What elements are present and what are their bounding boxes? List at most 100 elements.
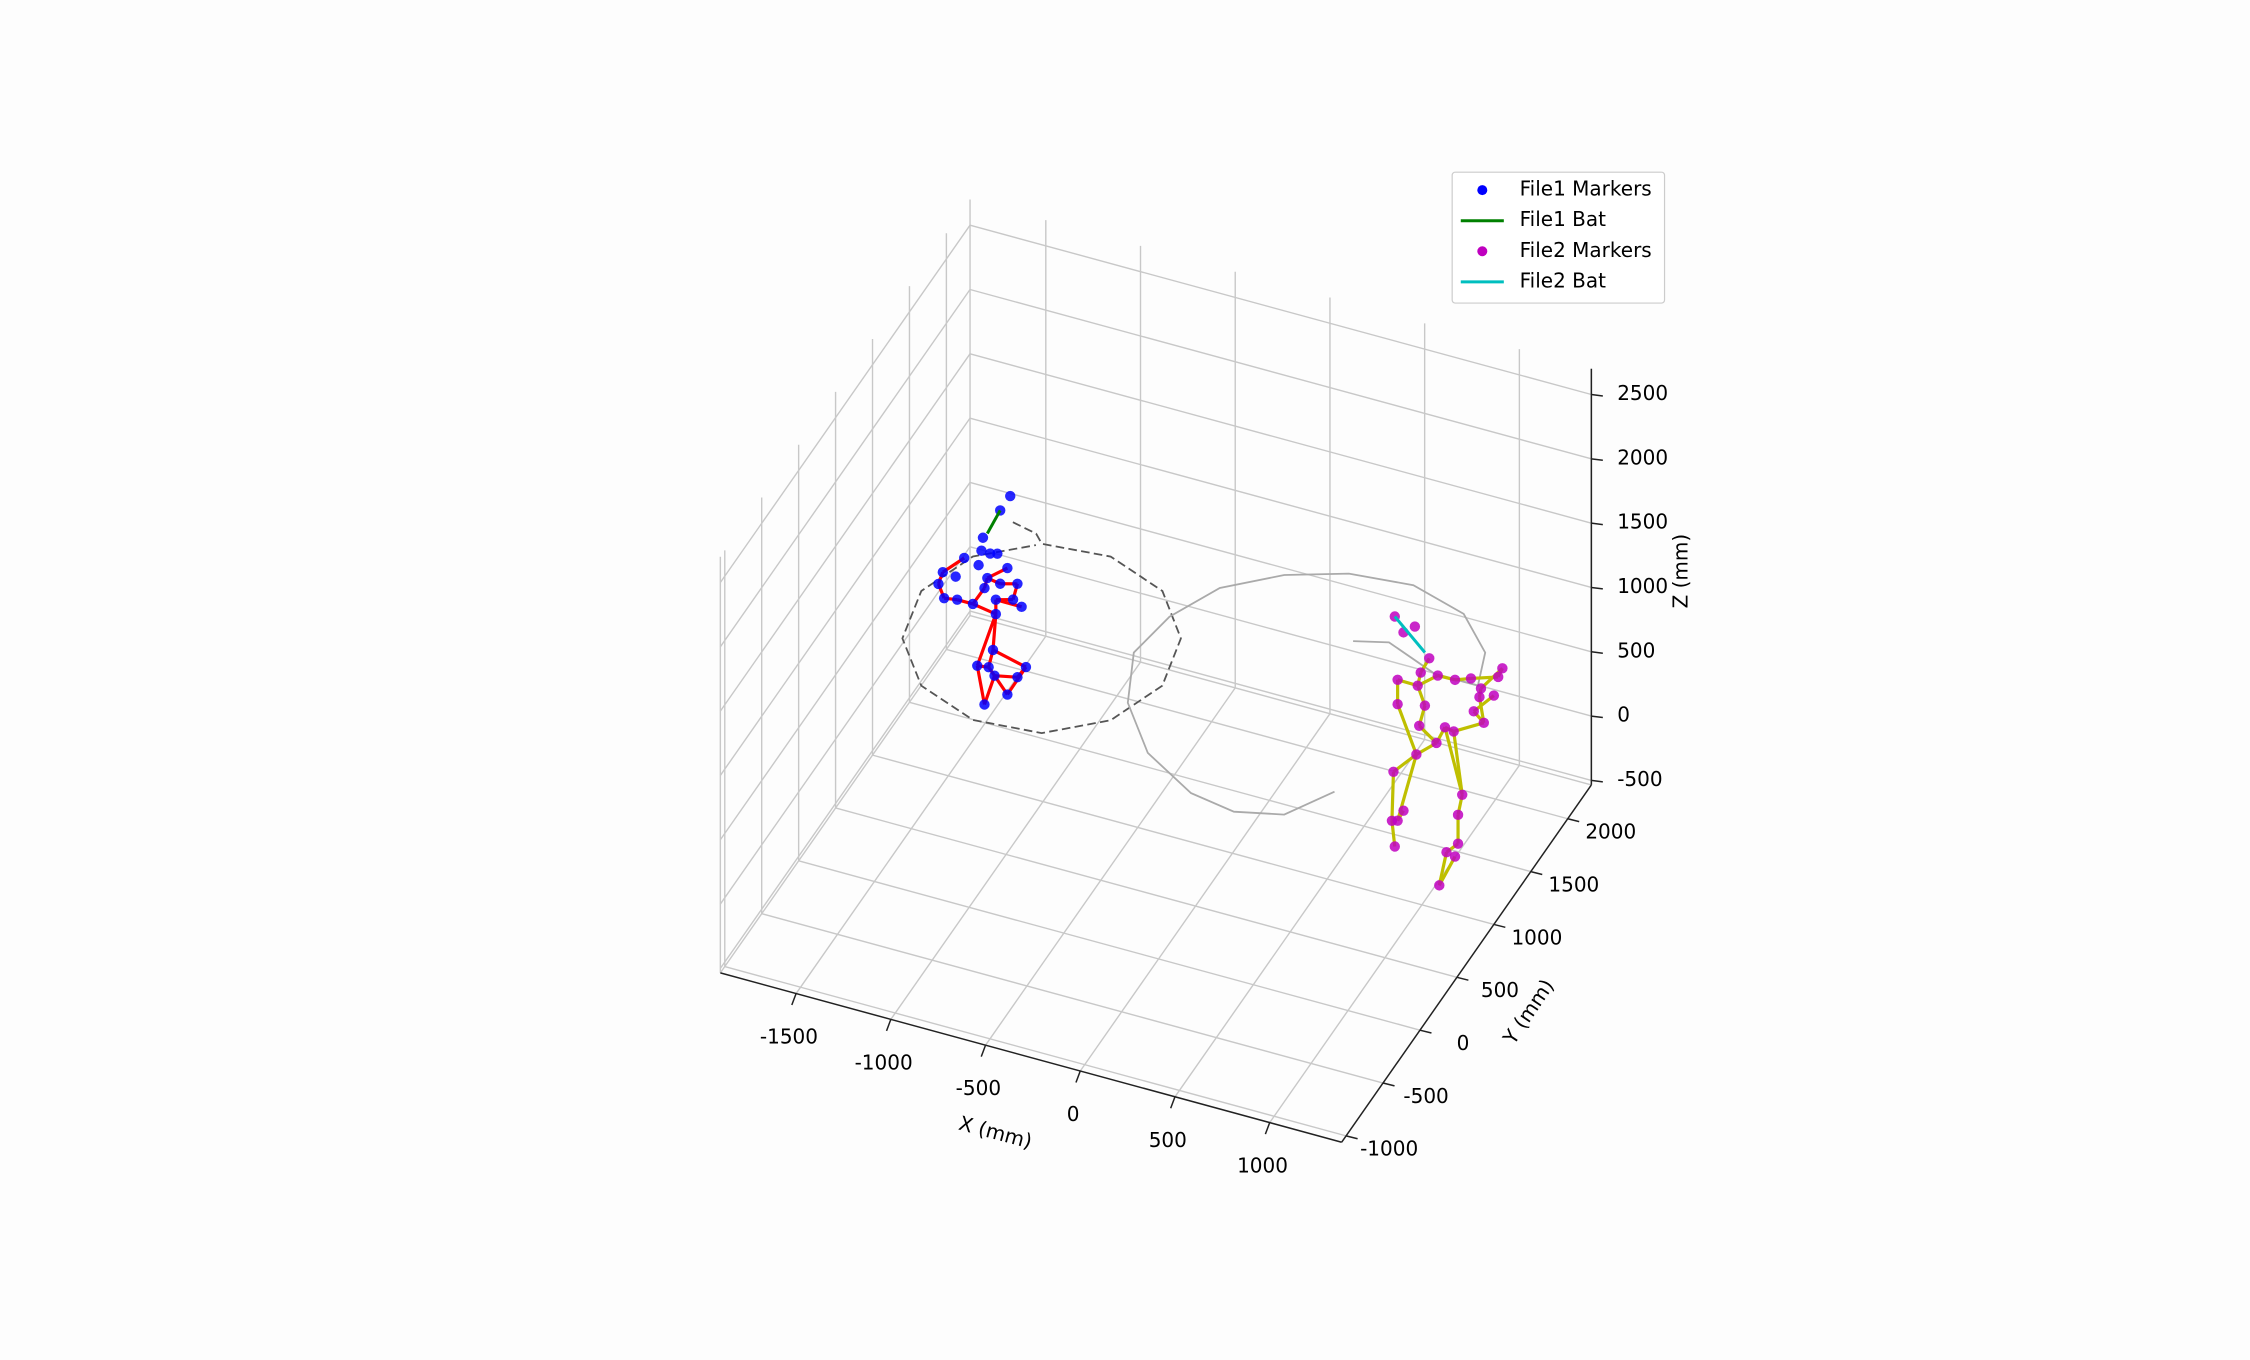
y-tick-label: 0 [1457,1031,1470,1055]
marker [994,578,1006,589]
marker [1005,490,1016,502]
grid-line [719,546,971,905]
grid-line [719,289,971,648]
marker [937,567,948,578]
marker [992,548,1003,559]
bat-line [1393,615,1427,654]
x-tick-label: -1000 [855,1050,913,1074]
marker [1449,674,1461,686]
marker [951,594,963,605]
bone [1443,726,1464,796]
y-tick [1345,1135,1358,1140]
x-axis [720,972,1342,1143]
x-tick [791,993,797,1006]
x-tick [885,1019,892,1032]
marker [1392,674,1403,685]
marker [1452,809,1464,821]
bone [1396,703,1418,756]
y-tick-label: 500 [1481,978,1519,1002]
marker [967,598,979,610]
marker [959,552,970,564]
bone [1453,721,1485,734]
marker [990,594,1002,605]
marker [979,699,990,710]
trajectory [901,521,1182,735]
marker [1448,726,1459,737]
marker [1449,851,1461,862]
x-tick [1169,1096,1176,1109]
x-tick [980,1044,987,1057]
bone [975,665,987,705]
legend-label: File1 Markers [1520,177,1652,201]
marker [1441,847,1452,858]
marker [1412,680,1423,691]
y-tick [1419,1029,1432,1034]
y-tick-label: 1500 [1548,872,1599,896]
marker [1475,683,1487,694]
marker [982,572,993,584]
z-tick-label: 0 [1617,703,1630,727]
z-tick-label: 2000 [1617,445,1668,469]
marker [977,532,989,543]
x-tick-label: 1000 [1237,1154,1288,1178]
grid-line [761,913,1384,1084]
marker [1431,737,1442,749]
marker [990,608,1002,620]
y-tick-label: 2000 [1585,820,1636,844]
grid-line [969,610,1592,782]
pane-edge [969,614,1592,786]
z-tick-label: 1500 [1617,510,1668,534]
y-tick [1567,818,1580,823]
marker [1392,699,1403,710]
marker [1414,720,1425,732]
bone [992,648,1027,669]
marker [1452,838,1464,849]
marker [1488,690,1500,701]
grid-line [969,417,1592,589]
marker [1002,689,1013,700]
marker [1012,578,1023,590]
grid-line [719,610,971,969]
marker [1016,601,1027,613]
z-tick [1591,393,1603,397]
grid-line [969,288,1592,460]
grid-line [909,701,1531,873]
y-tick [1456,976,1469,981]
grid-line [872,754,1495,926]
grid-line [719,224,971,583]
marker [1411,749,1422,760]
z-tick-label: -500 [1617,767,1662,791]
grid-line [719,353,971,712]
marker [1392,815,1403,826]
marker [950,571,961,582]
bone [1437,855,1457,887]
marker [1478,717,1490,729]
legend-label: File2 Markers [1520,238,1652,262]
y-tick-label: -1000 [1360,1137,1418,1161]
legend-label: File2 Bat [1520,268,1607,292]
grid-line [969,481,1592,653]
legend-swatch [1477,185,1488,196]
marker [1419,700,1431,711]
bone [1390,771,1396,821]
marker [976,545,987,556]
z-tick [1591,522,1603,526]
marker [1434,880,1445,891]
z-tick-label: 1000 [1617,574,1668,598]
y-tick [1530,870,1543,876]
grid-line [798,860,1421,1031]
marker [1497,663,1508,674]
grid-line [724,965,1347,1137]
grid-line [969,546,1592,717]
marker [1493,671,1504,683]
grid-line [719,417,971,776]
x-tick-label: 0 [1067,1102,1080,1126]
y-tick-label: 1000 [1511,925,1562,949]
marker [1474,691,1485,703]
marker [984,548,996,559]
z-tick [1591,715,1603,719]
z-tick-label: 2500 [1617,381,1668,405]
